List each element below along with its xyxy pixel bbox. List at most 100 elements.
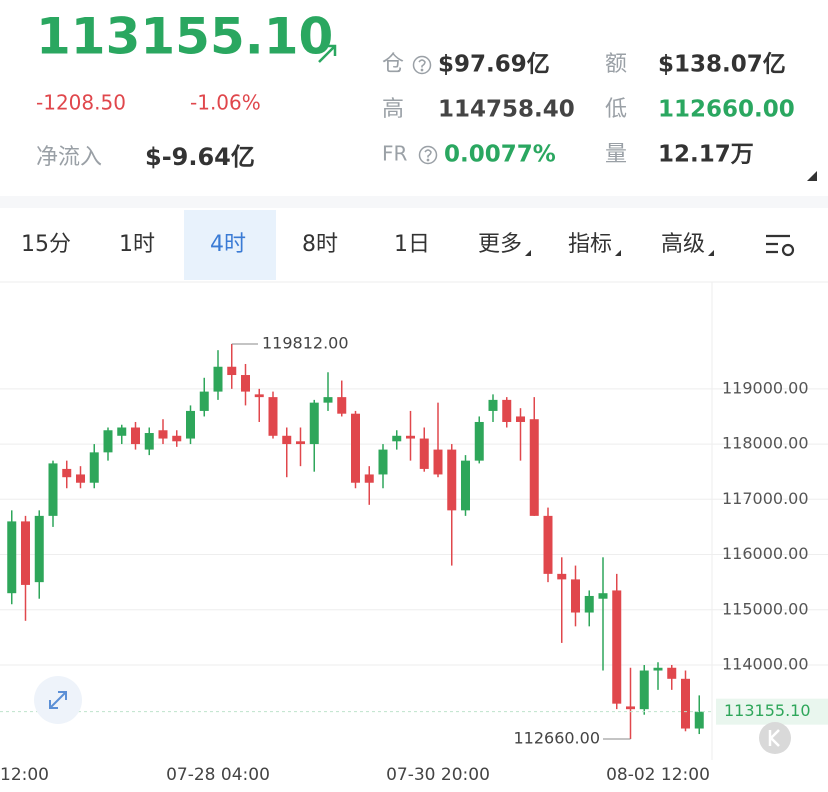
stat-label: FR <box>382 142 408 166</box>
candle-body <box>447 449 457 511</box>
candle-body <box>199 391 209 411</box>
candle-body <box>584 595 594 613</box>
tab[interactable]: 8时 <box>302 232 338 257</box>
candle-body <box>667 667 677 679</box>
settings-icon[interactable] <box>766 234 795 257</box>
candle-body <box>172 435 182 442</box>
x-tick-label: 07-28 04:00 <box>166 765 270 785</box>
candle-body <box>612 590 622 704</box>
candle-body <box>598 593 608 599</box>
tab-bar: 15分 1时 4时 8时 1日 更多 指标 高级 <box>21 232 714 257</box>
x-tick-label: 07-30 20:00 <box>386 765 490 785</box>
stat-label: 仓 <box>382 52 404 77</box>
tab[interactable]: 1时 <box>119 232 155 257</box>
tab[interactable]: 更多 <box>478 232 522 257</box>
last-price-label: 113155.10 <box>724 701 811 720</box>
tab[interactable]: 15分 <box>21 232 71 257</box>
tab[interactable]: 1日 <box>394 232 430 257</box>
y-tick-label: 117000.00 <box>722 489 809 508</box>
candle-body <box>694 711 704 729</box>
k-icon <box>768 729 780 747</box>
candle-body <box>461 460 470 511</box>
info-icon <box>418 145 438 165</box>
candle-body <box>186 410 195 439</box>
info-icon <box>412 55 432 75</box>
candle-body <box>7 521 17 594</box>
candle-body <box>131 427 140 445</box>
stat-label: 量 <box>605 142 627 167</box>
y-tick-label: 114000.00 <box>722 655 809 674</box>
up-arrow <box>318 44 337 63</box>
x-tick-label: 12:00 <box>0 765 49 785</box>
stat-value: 12.17万 <box>658 142 754 168</box>
dropdown-triangle <box>525 250 531 256</box>
candle-body <box>571 579 580 613</box>
candle-body <box>34 515 44 583</box>
dropdown-triangle <box>708 250 714 256</box>
dropdown-triangle <box>615 250 621 256</box>
candle-body <box>392 435 402 442</box>
expand-corner[interactable] <box>807 171 817 181</box>
stat-label: 低 <box>605 97 627 122</box>
candle-body <box>557 573 567 580</box>
candle-body <box>62 468 72 478</box>
change-pct: -1.06% <box>190 91 261 115</box>
min-label: 112660.00 <box>513 729 600 748</box>
candle-body <box>626 706 635 710</box>
tab[interactable]: 指标 <box>568 232 612 257</box>
candle-body <box>117 427 127 436</box>
candle-body <box>158 430 168 439</box>
stat-value: $138.07亿 <box>658 52 786 78</box>
candle-body <box>296 441 305 445</box>
net-inflow: $-9.64亿 <box>145 143 255 171</box>
candle-body <box>103 430 113 453</box>
candle-body <box>48 463 58 516</box>
candle-body <box>529 419 539 516</box>
fullscreen-icon <box>49 691 67 709</box>
candle-body <box>433 449 443 475</box>
candle-body <box>351 413 360 483</box>
candle-body <box>639 670 649 710</box>
candle-body <box>406 435 415 439</box>
y-tick-label: 116000.00 <box>722 544 809 563</box>
stat-label: 额 <box>605 52 627 77</box>
tab[interactable]: 4时 <box>210 232 246 257</box>
candle-body <box>268 397 278 436</box>
tab-selected-bg <box>184 210 276 280</box>
change: -1208.50 <box>36 91 126 115</box>
candle-body <box>254 394 264 398</box>
candle-body <box>653 667 663 671</box>
stat-value: 112660.00 <box>658 97 795 123</box>
candle-body <box>419 438 429 469</box>
tab[interactable]: 高级 <box>661 232 705 257</box>
net-inflow-label: 净流入 <box>36 145 102 170</box>
candle-body <box>488 399 498 411</box>
candle-body <box>516 416 525 422</box>
chart: 114000.00 115000.00 116000.00 117000.00 1180… <box>0 282 828 785</box>
candle-body <box>502 399 512 422</box>
candle-body <box>227 366 237 376</box>
candle-body <box>681 678 690 729</box>
y-tick-label: 118000.00 <box>722 434 809 453</box>
candle-body <box>309 402 319 445</box>
max-label: 119812.00 <box>262 333 349 352</box>
divider <box>0 196 828 208</box>
candle-body <box>213 366 223 392</box>
candle-body <box>474 421 484 461</box>
candle-body <box>337 397 347 414</box>
candle-body <box>89 452 99 483</box>
k-button[interactable] <box>759 722 791 754</box>
y-tick-label: 119000.00 <box>722 378 809 397</box>
y-tick-label: 115000.00 <box>722 599 809 618</box>
stat-value: $97.69亿 <box>438 52 550 78</box>
candle-body <box>323 397 333 403</box>
candle-body <box>282 435 292 445</box>
candle-body <box>21 521 30 585</box>
x-tick-label: 08-02 12:00 <box>606 765 710 785</box>
stat-label: 高 <box>382 97 404 122</box>
candle-body <box>364 474 374 483</box>
stat-value: 0.0077% <box>444 142 556 168</box>
